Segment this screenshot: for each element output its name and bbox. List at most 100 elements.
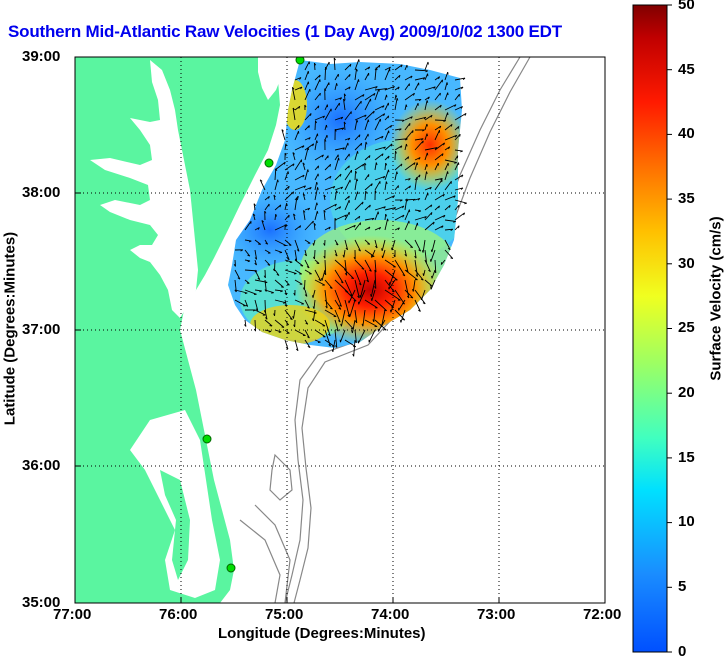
- velocity-arrowhead: [289, 245, 291, 246]
- velocity-arrowhead: [298, 196, 299, 199]
- colorbar-label: Surface Velocity (cm/s): [708, 179, 724, 419]
- velocity-arrowhead: [360, 295, 361, 297]
- velocity-arrowhead: [311, 113, 312, 115]
- velocity-arrowhead: [294, 274, 296, 275]
- velocity-arrowhead: [371, 298, 372, 301]
- velocity-arrow: [304, 280, 305, 290]
- velocity-arrowhead: [382, 248, 383, 251]
- colorbar-tick: 30: [678, 255, 695, 272]
- x-tick-label: 73:00: [477, 606, 515, 623]
- colorbar-tick: 20: [678, 384, 695, 401]
- velocity-arrowhead: [313, 221, 314, 223]
- velocity-arrowhead: [392, 248, 393, 250]
- velocity-arrowhead: [459, 226, 460, 228]
- y-tick-label: 35:00: [22, 594, 60, 611]
- velocity-arrowhead: [388, 116, 389, 118]
- velocity-arrow: [395, 151, 396, 160]
- x-tick-label: 72:00: [583, 606, 621, 623]
- velocity-arrowhead: [400, 320, 401, 322]
- y-tick-label: 37:00: [22, 321, 60, 338]
- velocity-arrowhead: [350, 74, 351, 76]
- velocity-arrowhead: [382, 256, 383, 258]
- colorbar: [633, 5, 667, 652]
- velocity-arrowhead: [431, 212, 432, 214]
- x-tick-label: 74:00: [371, 606, 409, 623]
- velocity-arrowhead: [279, 332, 281, 333]
- velocity-arrowhead: [290, 262, 292, 263]
- velocity-arrowhead: [281, 287, 284, 288]
- velocity-arrowhead: [460, 134, 461, 136]
- velocity-arrowhead: [318, 166, 319, 169]
- velocity-arrowhead: [423, 273, 424, 275]
- colorbar-tick: 40: [678, 125, 695, 142]
- velocity-arrowhead: [321, 278, 322, 280]
- velocity-arrowhead: [431, 250, 432, 252]
- velocity-arrow: [355, 171, 356, 180]
- velocity-arrowhead: [312, 295, 313, 297]
- velocity-arrowhead: [270, 326, 273, 327]
- velocity-arrowhead: [349, 314, 350, 316]
- y-tick-label: 39:00: [22, 48, 60, 65]
- velocity-arrowhead: [387, 95, 388, 97]
- velocity-arrowhead: [339, 158, 340, 161]
- velocity-arrowhead: [427, 134, 428, 137]
- velocity-arrowhead: [289, 215, 290, 218]
- velocity-arrowhead: [417, 163, 418, 165]
- velocity-arrowhead: [368, 120, 369, 122]
- velocity-arrowhead: [459, 205, 460, 207]
- velocity-arrowhead: [317, 203, 318, 205]
- velocity-arrowhead: [427, 164, 428, 167]
- velocity-arrowhead: [427, 153, 428, 156]
- velocity-arrowhead: [427, 124, 428, 126]
- velocity-arrowhead: [464, 203, 466, 204]
- velocity-arrowhead: [358, 192, 359, 194]
- y-tick-label: 36:00: [22, 457, 60, 474]
- colorbar-tick: 5: [678, 578, 686, 595]
- station-marker-4: [227, 564, 235, 572]
- velocity-arrowhead: [299, 125, 300, 127]
- velocity-arrowhead: [389, 282, 390, 285]
- velocity-arrowhead: [308, 148, 309, 150]
- velocity-arrow: [275, 260, 276, 271]
- station-marker-2: [265, 159, 273, 167]
- station-marker-3: [203, 435, 211, 443]
- velocity-arrow: [325, 67, 326, 80]
- velocity-arrowhead: [317, 211, 318, 213]
- x-axis-label: Longitude (Degrees:Minutes): [218, 625, 426, 642]
- velocity-arrow: [315, 121, 316, 130]
- colorbar-tick: 10: [678, 513, 695, 530]
- velocity-arrowhead: [308, 170, 309, 172]
- velocity-arrowhead: [419, 175, 420, 177]
- velocity-arrowhead: [423, 141, 424, 143]
- velocity-arrowhead: [448, 171, 449, 174]
- velocity-arrowhead: [326, 125, 327, 128]
- velocity-arrowhead: [384, 330, 386, 331]
- colorbar-tick: 35: [678, 190, 695, 207]
- velocity-arrowhead: [359, 79, 360, 82]
- colorbar-tick: 15: [678, 449, 695, 466]
- velocity-arrowhead: [358, 151, 359, 153]
- velocity-arrowhead: [413, 130, 414, 133]
- y-tick-label: 38:00: [22, 184, 60, 201]
- velocity-arrowhead: [271, 293, 274, 294]
- velocity-arrowhead: [318, 106, 319, 108]
- colorbar-tick: 50: [678, 0, 695, 13]
- velocity-arrowhead: [447, 82, 448, 84]
- velocity-arrowhead: [309, 126, 310, 128]
- velocity-arrow: [435, 120, 446, 121]
- x-tick-label: 76:00: [159, 606, 197, 623]
- y-axis-label: Latitude (Degrees:Minutes): [2, 209, 19, 449]
- velocity-arrowhead: [359, 135, 360, 137]
- velocity-arrowhead: [278, 180, 279, 183]
- velocity-arrowhead: [282, 327, 284, 328]
- colorbar-tick: 0: [678, 643, 686, 660]
- velocity-arrow: [315, 250, 316, 259]
- velocity-arrowhead: [389, 170, 390, 172]
- velocity-arrowhead: [367, 244, 369, 245]
- velocity-arrowhead: [313, 243, 314, 245]
- x-tick-label: 75:00: [265, 606, 303, 623]
- colorbar-tick: 25: [678, 319, 695, 336]
- velocity-arrowhead: [388, 219, 389, 221]
- colorbar-tick: 45: [678, 61, 695, 78]
